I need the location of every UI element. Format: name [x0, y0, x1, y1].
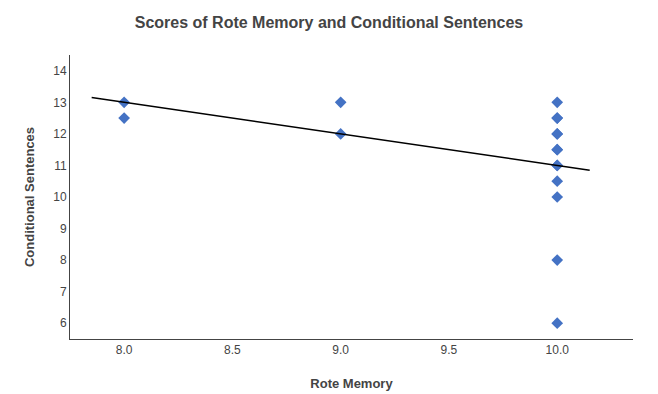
svg-text:Scores of Rote Memory and Cond: Scores of Rote Memory and Conditional Se…: [135, 14, 524, 31]
svg-text:11: 11: [54, 159, 67, 173]
svg-text:14: 14: [53, 64, 67, 78]
svg-text:9.5: 9.5: [441, 343, 458, 357]
svg-text:Conditional Sentences: Conditional Sentences: [22, 127, 37, 267]
svg-text:12: 12: [53, 127, 67, 141]
svg-text:8.0: 8.0: [116, 343, 133, 357]
svg-text:13: 13: [53, 96, 67, 110]
svg-text:10: 10: [53, 190, 67, 204]
svg-text:7: 7: [60, 285, 67, 299]
svg-text:8: 8: [60, 253, 67, 267]
svg-text:8.5: 8.5: [224, 343, 241, 357]
svg-text:10.0: 10.0: [546, 343, 570, 357]
svg-text:Rote Memory: Rote Memory: [310, 376, 393, 391]
svg-text:6: 6: [60, 316, 67, 330]
svg-text:9.0: 9.0: [332, 343, 349, 357]
svg-text:9: 9: [60, 222, 67, 236]
